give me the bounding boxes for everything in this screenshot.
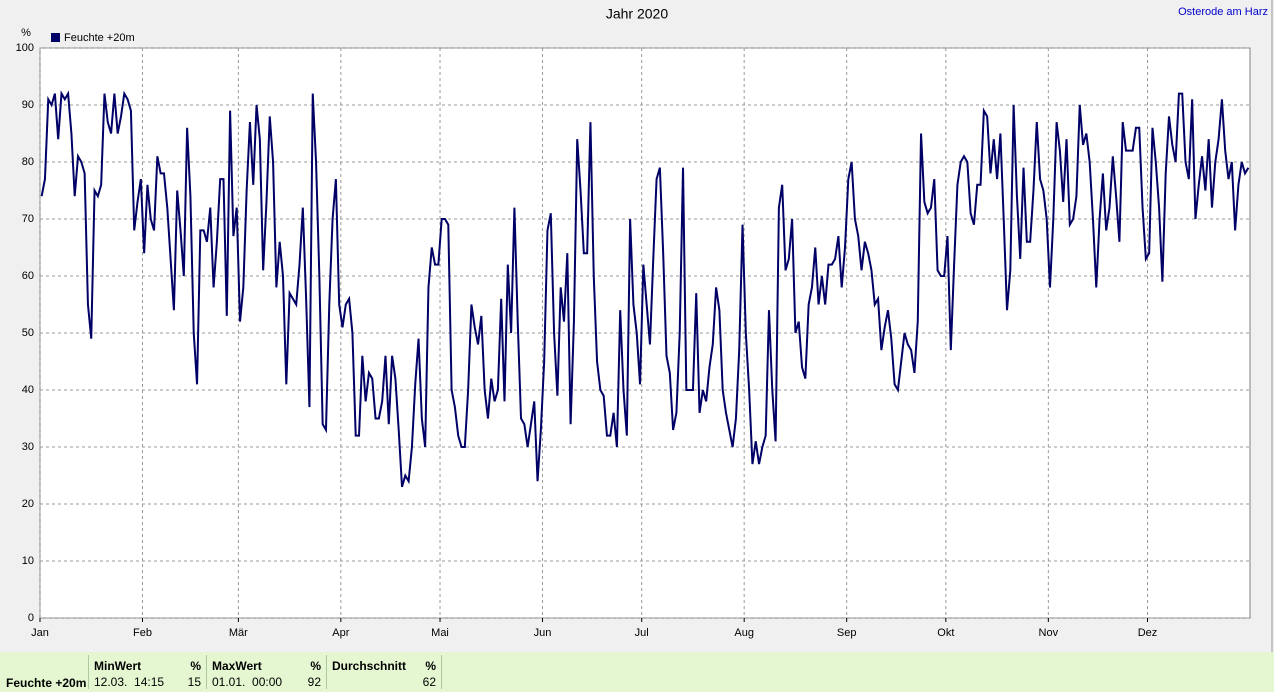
x-tick-label: Aug: [734, 627, 754, 639]
y-tick-label: 40: [22, 384, 34, 396]
x-tick-label: Apr: [332, 627, 349, 639]
stat-cell: MinWert% 12.03. 14:15 15: [88, 655, 207, 689]
stat-title: MinWert: [94, 659, 142, 673]
chart: Jahr 2020 Osterode am Harz % 0 10 20 30 40 50…: [16, 0, 1273, 652]
x-tick-label: Jul: [635, 627, 649, 639]
y-tick-label: 20: [22, 498, 34, 510]
y-tick-label: 90: [22, 99, 34, 111]
stat-unit: %: [190, 659, 201, 673]
y-tick-label: 0: [28, 612, 34, 624]
stats-footer: Feuchte +20m MinWert% 12.03. 14:15 15 MaxWe…: [0, 652, 1274, 692]
y-tick-label: 60: [22, 270, 34, 282]
stat-value: 62: [422, 675, 436, 689]
stat-title: Durchschnitt: [332, 659, 407, 673]
x-tick-label: Nov: [1039, 627, 1059, 639]
station: Osterode am Harz: [1178, 6, 1268, 18]
stat-title: MaxWert: [212, 659, 262, 673]
y-unit: %: [21, 27, 31, 39]
x-tick-label: Mai: [431, 627, 449, 639]
stat-cell: Durchschnitt% 62: [326, 655, 442, 689]
cell-border: [441, 655, 442, 689]
stat-value: 92: [307, 675, 321, 689]
x-tick-label: Jan: [31, 627, 49, 639]
stat-when: 12.03. 14:15: [94, 675, 165, 689]
y-tick-label: 100: [16, 42, 34, 54]
stat-unit: %: [310, 659, 321, 673]
data-line: [40, 90, 1250, 488]
x-tick-label: Jun: [534, 627, 552, 639]
y-tick-label: 10: [22, 555, 34, 567]
x-tick-label: Sep: [837, 627, 857, 639]
y-tick-label: 80: [22, 156, 34, 168]
y-tick-label: 30: [22, 441, 34, 453]
stat-cell: MaxWert% 01.01. 00:00 92: [206, 655, 327, 689]
y-tick-label: 50: [22, 327, 34, 339]
legend-label: Feuchte +20m: [64, 32, 135, 44]
x-tick-label: Mär: [229, 627, 248, 639]
stat-value: 15: [187, 675, 201, 689]
legend-swatch: [51, 33, 60, 42]
chart-title: Jahr 2020: [606, 6, 668, 22]
x-tick-label: Dez: [1138, 627, 1158, 639]
x-tick-label: Feb: [133, 627, 152, 639]
stat-when: 01.01. 00:00: [212, 675, 283, 689]
x-tick-label: Okt: [937, 627, 954, 639]
plot: 0 10 20 30 40 50 60 70 80 90 100 Jan Feb Mär Apr Mai Jun…: [16, 32, 1250, 639]
series-label: Feuchte +20m: [6, 676, 87, 690]
y-tick-label: 70: [22, 213, 34, 225]
stat-unit: %: [425, 659, 436, 673]
